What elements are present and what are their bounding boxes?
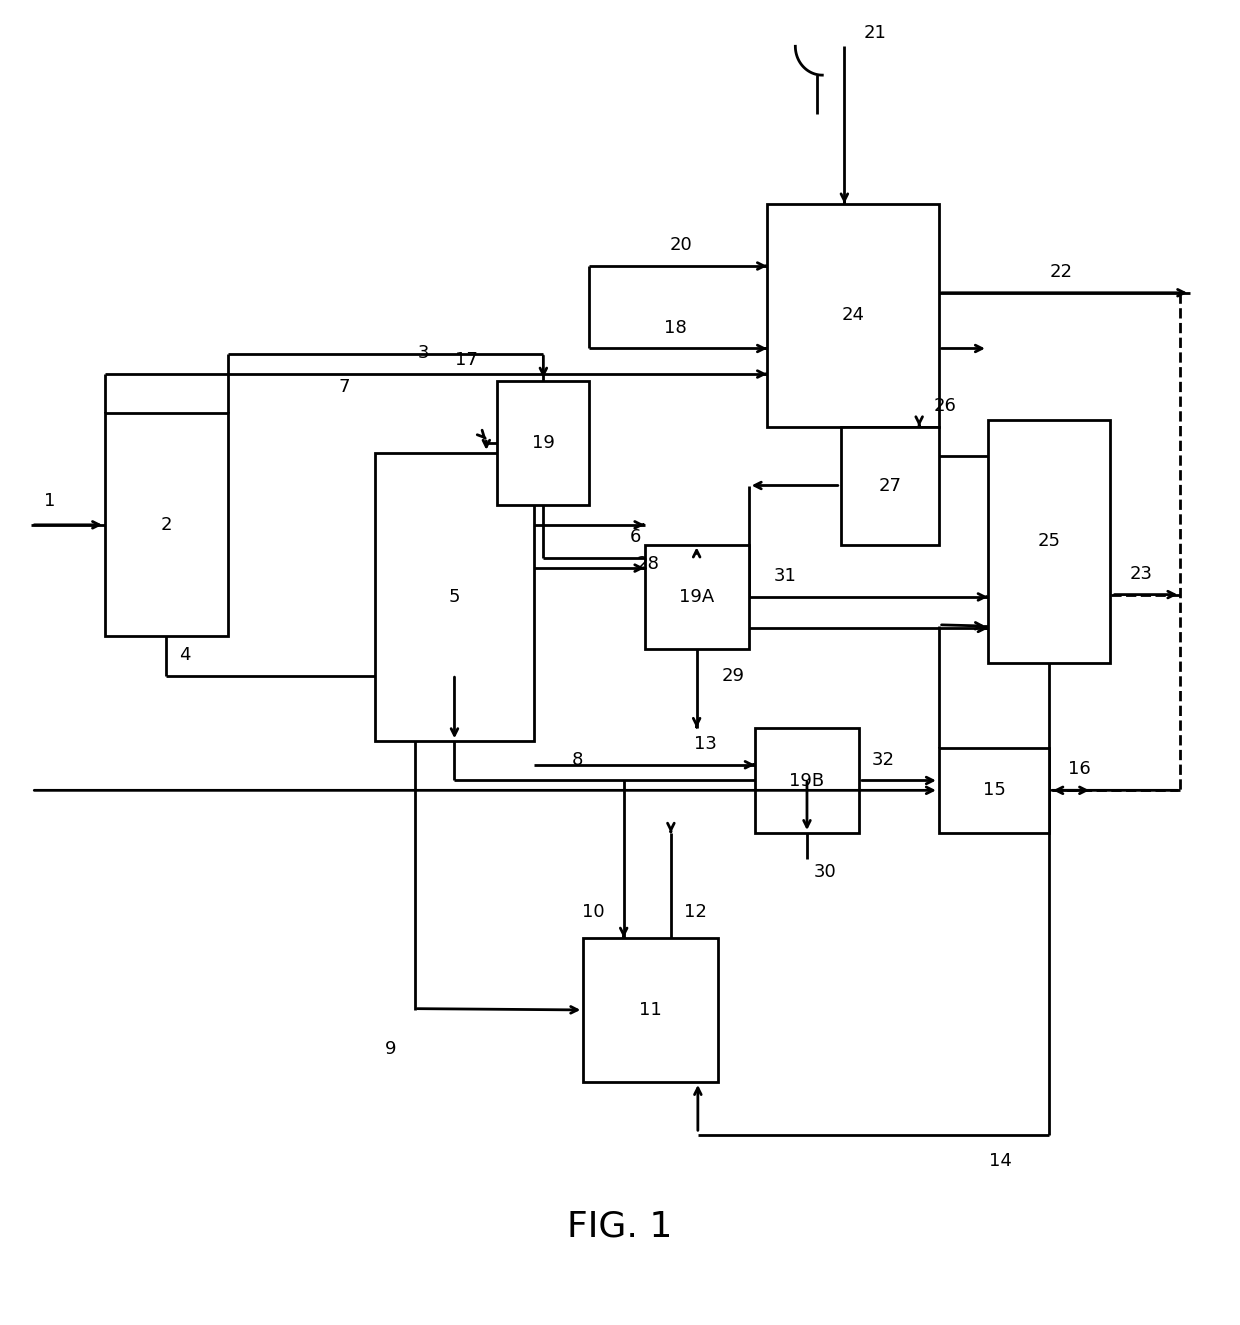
Text: 7: 7 [339,378,350,396]
Text: 30: 30 [813,864,837,881]
Text: 23: 23 [1130,564,1153,583]
Text: 17: 17 [455,351,479,368]
Text: 12: 12 [684,902,707,921]
Text: 27: 27 [878,477,901,494]
Bar [497,380,589,505]
Bar [841,427,939,545]
Text: 29: 29 [722,666,745,685]
Text: 1: 1 [45,492,56,510]
Bar [988,420,1111,662]
Text: 28: 28 [636,555,658,574]
Text: 19: 19 [532,433,554,452]
Text: 31: 31 [774,567,797,584]
Text: 5: 5 [449,588,460,606]
Text: 2: 2 [161,515,172,534]
Text: 6: 6 [630,527,641,546]
Bar [105,413,228,636]
Bar [583,938,718,1083]
Text: 11: 11 [640,1000,662,1019]
Text: 20: 20 [670,236,693,254]
Bar [768,204,939,427]
Text: 13: 13 [694,735,717,753]
Text: 22: 22 [1050,262,1073,281]
Text: 10: 10 [582,902,604,921]
Text: 3: 3 [418,344,429,362]
Text: FIG. 1: FIG. 1 [568,1210,672,1243]
Text: 9: 9 [384,1040,397,1059]
Text: 15: 15 [982,782,1006,799]
Text: 14: 14 [988,1151,1012,1170]
Text: 16: 16 [1069,761,1091,778]
Text: 4: 4 [179,645,191,664]
Bar [645,545,749,649]
Text: 32: 32 [872,750,895,768]
Bar [374,453,534,741]
Text: 8: 8 [572,750,583,768]
Bar [939,747,1049,833]
Text: 26: 26 [934,396,956,415]
Text: 18: 18 [663,318,687,337]
Text: 25: 25 [1038,533,1060,550]
Text: 19A: 19A [680,588,714,606]
Text: 24: 24 [842,306,864,325]
Bar [755,727,859,833]
Text: 21: 21 [863,24,887,42]
Text: 19B: 19B [790,771,825,790]
